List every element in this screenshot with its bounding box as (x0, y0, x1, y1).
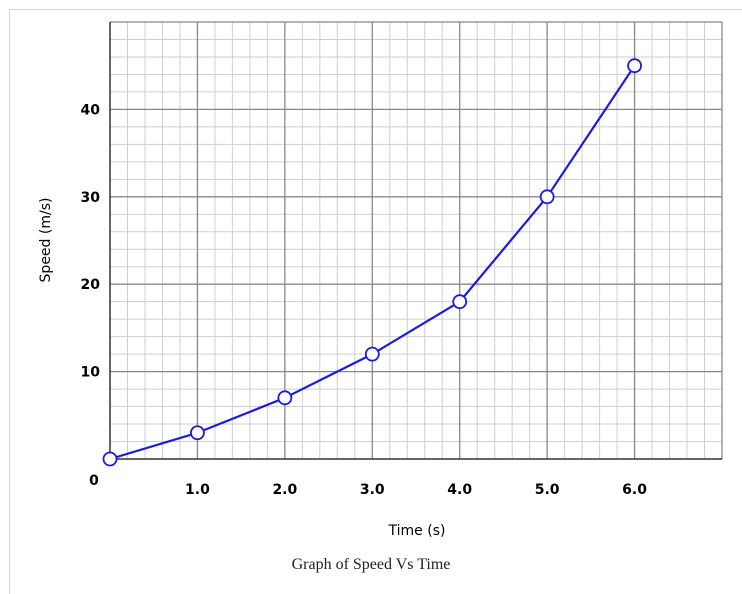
x-tick-label: 5.0 (535, 482, 560, 498)
x-tick-label: 3.0 (360, 482, 385, 498)
y-tick-label: 20 (81, 277, 101, 293)
x-axis-label: Time (s) (388, 523, 446, 539)
y-axis-label: Speed (m/s) (38, 198, 54, 283)
data-point (102, 451, 118, 467)
y-tick-label: 40 (81, 102, 101, 118)
data-point (627, 58, 642, 74)
data-point (539, 189, 555, 205)
data-point (452, 294, 468, 310)
x-tick-label: 0 (89, 473, 99, 489)
figure-caption: Graph of Speed Vs Time (291, 556, 451, 573)
x-tick-label: 2.0 (272, 482, 297, 498)
x-tick-label: 6.0 (622, 482, 647, 498)
chart-series (102, 58, 642, 467)
y-tick-label: 30 (81, 190, 101, 206)
y-tick-label: 10 (81, 365, 101, 381)
data-point (277, 390, 293, 406)
data-point (364, 346, 380, 362)
data-point (190, 425, 205, 441)
x-tick-label: 1.0 (185, 482, 210, 498)
chart-grid (109, 21, 723, 460)
chart-tick-labels: 0 1.0 2.0 3.0 4.0 5.0 6.0 10 20 30 40 (81, 102, 648, 498)
x-tick-label: 4.0 (447, 482, 472, 498)
